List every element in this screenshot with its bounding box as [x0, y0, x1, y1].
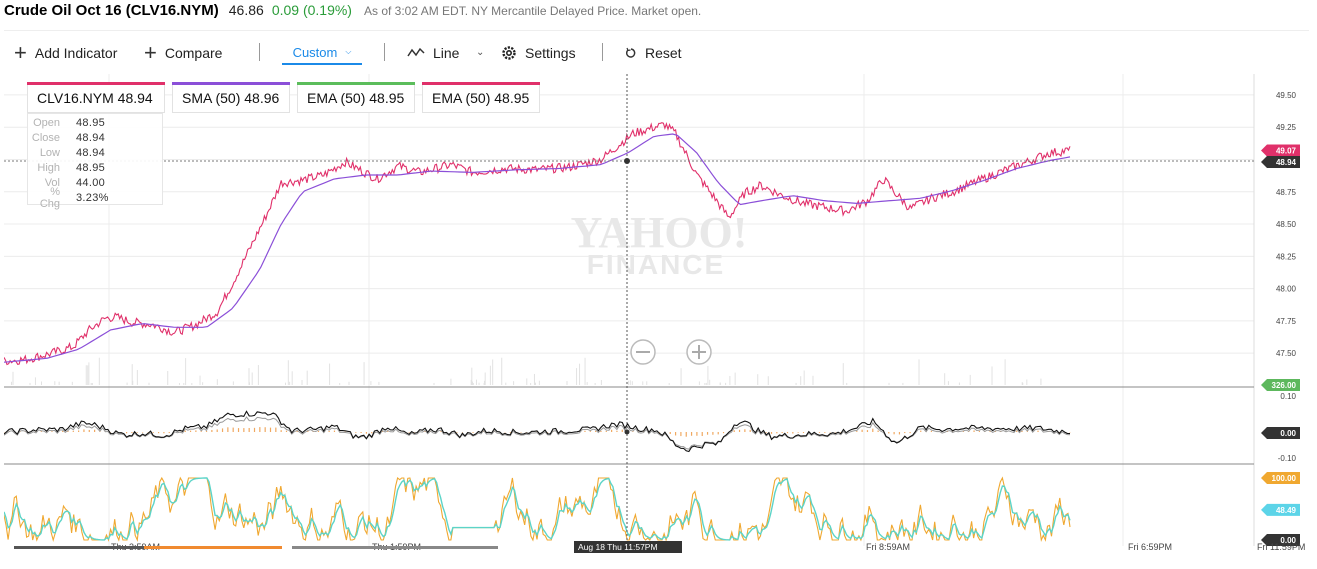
- gear-icon: [502, 45, 516, 60]
- settings-button[interactable]: Settings: [501, 45, 576, 61]
- quote-price: 46.86: [228, 2, 264, 18]
- settings-label: Settings: [525, 44, 576, 61]
- y-tick-label: 49.25: [1276, 123, 1297, 132]
- line-label: Line: [433, 44, 460, 61]
- stoch-badge-bg: [1261, 534, 1300, 546]
- line-chart-icon: [407, 47, 425, 56]
- legend-label: EMA (50) 48.95: [307, 89, 405, 106]
- chart-type-button[interactable]: Line: [407, 45, 459, 61]
- macd-line: [4, 410, 1071, 453]
- ohlc-row: Vol 44.00: [44, 176, 106, 189]
- legend-label: CLV16.NYM 48.94: [37, 89, 153, 106]
- crosshair-badge: 48.94: [1276, 158, 1297, 167]
- ohlc-row: Open 48.95: [33, 116, 106, 129]
- series-line-price: [4, 121, 1071, 366]
- legend-item-ema-2[interactable]: EMA (50) 48.95: [422, 82, 540, 113]
- quote-name: Crude Oil Oct 16 (CLV16.NYM): [4, 2, 219, 19]
- toolbar-divider: [384, 43, 385, 61]
- chart-toolbar: + Add Indicator + Compare Custom ⌵ Line …: [4, 30, 1309, 74]
- x-tick-label: Fri 11:59PM: [1257, 542, 1305, 552]
- y-tick-label: 47.75: [1276, 317, 1297, 326]
- stoch-badge: 0.00: [1280, 536, 1296, 545]
- add-indicator-label: Add Indicator: [34, 44, 118, 61]
- chevron-down-icon: ⌵: [345, 47, 352, 56]
- watermark-yahoo: YAHOO!: [571, 208, 748, 257]
- toolbar-divider: [602, 43, 603, 61]
- series-line-sma: [4, 133, 1071, 363]
- y-tick-label: 48.50: [1276, 220, 1297, 229]
- range-scroller: [144, 546, 282, 549]
- y-axis: 49.5049.2549.0048.7548.5048.2548.0047.75…: [1261, 91, 1300, 546]
- y-tick-label: 48.75: [1276, 188, 1297, 197]
- y-tick-label: -0.10: [1278, 454, 1297, 463]
- quote-header: Crude Oil Oct 16 (CLV16.NYM) 46.86 0.09 …: [4, 2, 701, 22]
- custom-range-dropdown[interactable]: Custom ⌵: [282, 41, 362, 65]
- stoch-badge-bg: [1261, 503, 1300, 516]
- plus-icon: +: [144, 39, 157, 65]
- price-series: [4, 121, 1071, 366]
- stoch-k-line: [4, 476, 1071, 543]
- price-chart[interactable]: YAHOO! FINANCE 49.5049.2549.0048.7548.50…: [4, 74, 1310, 569]
- y-tick-label: 47.50: [1276, 349, 1297, 358]
- volume-badge: 326.00: [1272, 381, 1297, 390]
- series-legend: CLV16.NYM 48.94 SMA (50) 48.96 EMA (50) …: [27, 82, 540, 113]
- toolbar-divider: [259, 43, 260, 61]
- reset-button[interactable]: Reset: [625, 45, 682, 61]
- stoch-d-line: [4, 477, 1071, 541]
- chart-grid: [4, 74, 1255, 546]
- custom-label: Custom: [292, 44, 338, 60]
- stoch-badge-bg: [1261, 472, 1300, 484]
- stochastic-panel: [4, 476, 1071, 543]
- x-tick-label: Fri 8:59AM: [866, 542, 910, 552]
- x-tick-label: Fri 6:59PM: [1128, 542, 1172, 552]
- legend-item-clv16[interactable]: CLV16.NYM 48.94: [27, 82, 165, 113]
- zoom-out-button[interactable]: [630, 339, 656, 365]
- legend-label: SMA (50) 48.96: [182, 89, 280, 106]
- crosshair-dot: [624, 429, 630, 435]
- watermark-finance: FINANCE: [587, 249, 725, 280]
- crosshair-dot: [624, 158, 630, 164]
- chevron-down-icon[interactable]: ⌄: [476, 47, 485, 58]
- legend-item-sma[interactable]: SMA (50) 48.96: [172, 82, 290, 113]
- legend-label: EMA (50) 48.95: [432, 89, 530, 106]
- quote-change: 0.09 (0.19%): [271, 2, 352, 18]
- stoch-badge: 100.00: [1272, 474, 1297, 483]
- price-badge: 49.07: [1276, 146, 1297, 155]
- ohlc-row: % Chg 3.23%: [39, 185, 109, 210]
- volume-badge-bg: [1261, 379, 1300, 391]
- stoch-badge: 48.49: [1276, 506, 1297, 515]
- reset-label: Reset: [645, 44, 682, 61]
- quote-as-of: As of 3:02 AM EDT. NY Mercantile Delayed…: [363, 4, 702, 18]
- zoom-in-button[interactable]: [686, 339, 712, 365]
- legend-item-ema[interactable]: EMA (50) 48.95: [297, 82, 415, 113]
- compare-label: Compare: [164, 44, 223, 61]
- volume-bars: [10, 357, 1042, 385]
- macd-panel: [4, 410, 1071, 453]
- ohlc-row: Close 48.94: [31, 131, 106, 144]
- y-tick-label: 49.50: [1276, 91, 1297, 100]
- crosshair-x-label-bg: [574, 541, 682, 553]
- reset-icon: [625, 47, 636, 58]
- macd-badge-bg: [1261, 427, 1300, 439]
- price-badge-bg: [1261, 144, 1300, 157]
- y-tick-label: 0.10: [1280, 392, 1296, 401]
- crosshair-badge-bg: [1261, 156, 1300, 168]
- ohlc-row: High 48.95: [37, 161, 106, 174]
- y-tick-label: 48.00: [1276, 285, 1297, 294]
- compare-button[interactable]: + Compare: [144, 39, 223, 65]
- y-tick-label: 48.25: [1276, 252, 1297, 261]
- add-indicator-button[interactable]: + Add Indicator: [14, 39, 118, 65]
- plus-icon: +: [14, 39, 27, 65]
- ohlc-tooltip: Open 48.95 Close 48.94 Low 48.94 High 48.95 …: [27, 113, 163, 210]
- crosshair-x-label: Aug 18 Thu 11:57PM: [578, 542, 658, 552]
- macd-badge: 0.00: [1280, 429, 1296, 438]
- ohlc-row: Low 48.94: [39, 146, 106, 159]
- range-scroller: [292, 546, 498, 549]
